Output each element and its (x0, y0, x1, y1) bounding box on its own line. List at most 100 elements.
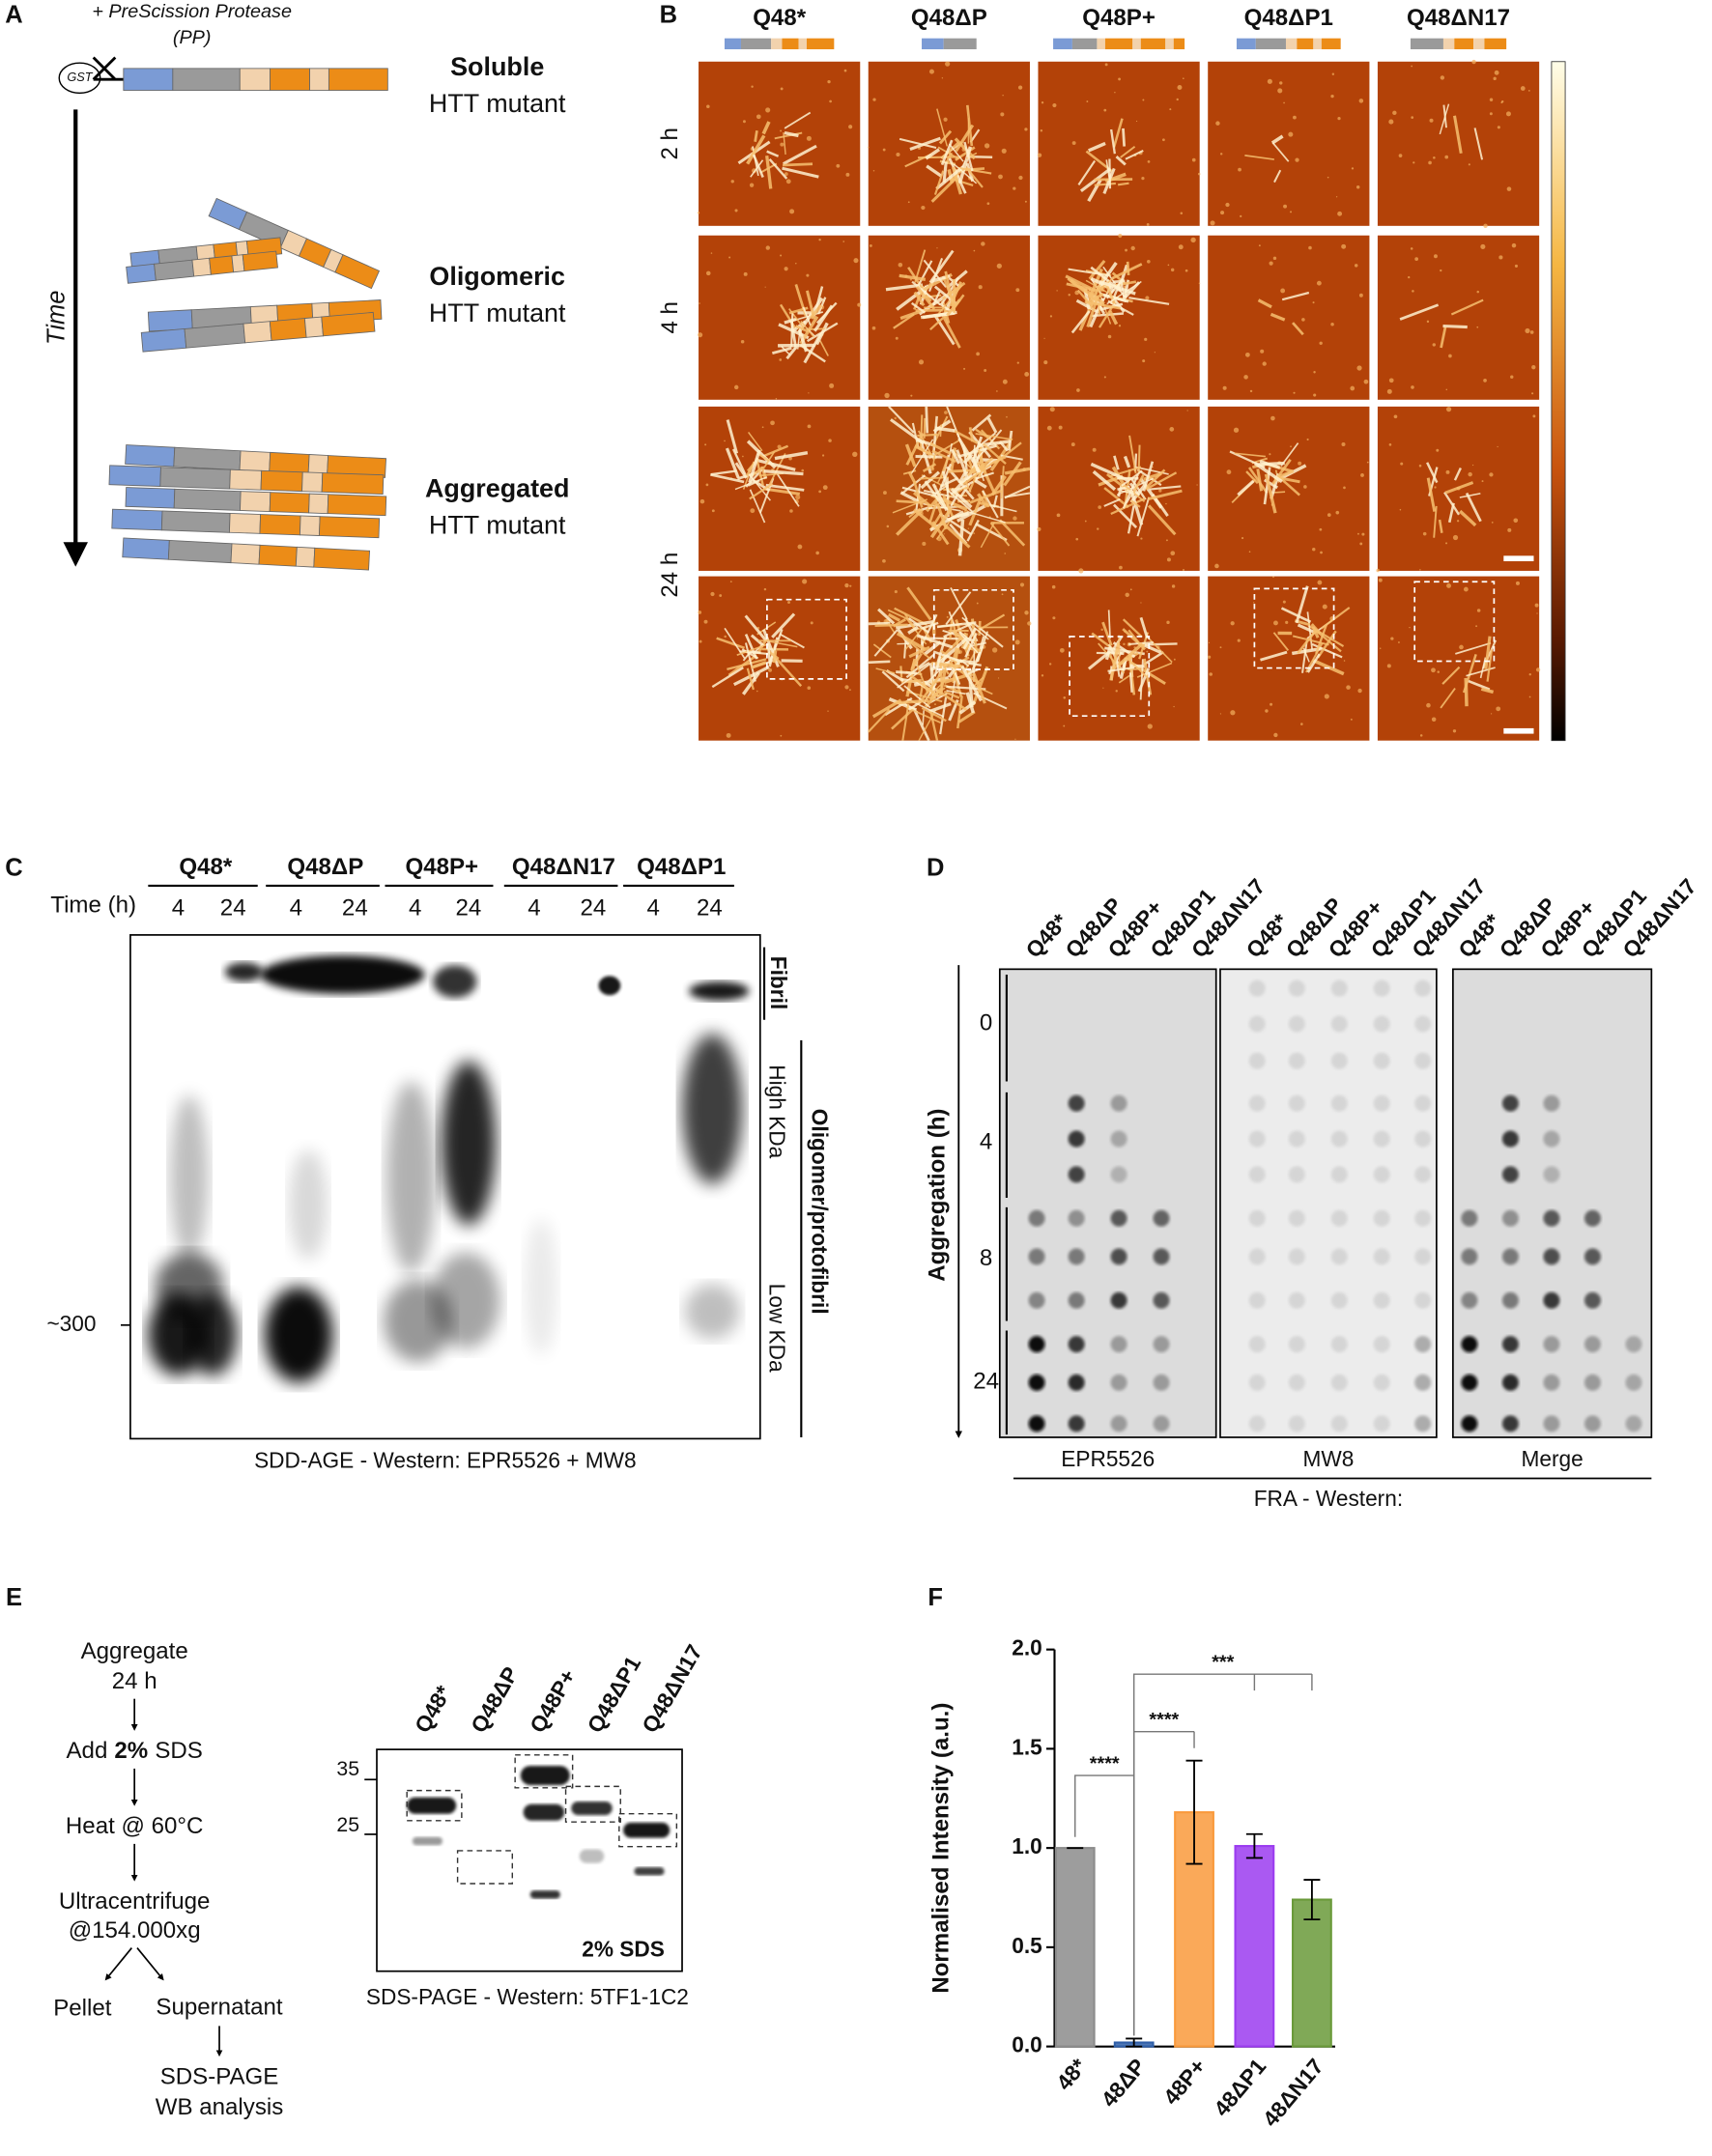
afm-speck (1071, 141, 1076, 146)
construct-bar (1313, 38, 1322, 50)
gel-band (385, 1081, 436, 1273)
afm-speck (1354, 264, 1358, 268)
afm-speck (1525, 327, 1530, 334)
afm-fibril (1122, 128, 1127, 147)
blot-dot (1110, 1209, 1127, 1227)
bar (1054, 1847, 1096, 2048)
afm-speck (1140, 537, 1143, 540)
band-box (456, 1850, 514, 1885)
construct-bar (782, 38, 799, 50)
label: Aggregate (81, 1638, 188, 1664)
afm-fibril (1128, 435, 1137, 474)
gel-band (525, 1218, 558, 1355)
label: 2% (114, 1738, 148, 1764)
afm-fibril (905, 432, 925, 466)
afm-speck (1145, 296, 1150, 300)
afm-speck (909, 278, 912, 281)
afm-speck (922, 541, 927, 547)
afm-speck (1412, 161, 1415, 164)
afm-fibril (1147, 504, 1177, 536)
afm-fibril (871, 698, 902, 719)
afm-speck (976, 602, 979, 605)
blot-dot (1330, 1248, 1348, 1265)
afm-fibril (1112, 503, 1138, 529)
afm-speck (894, 589, 898, 594)
afm-speck (1343, 486, 1346, 490)
blot-dot (1288, 1291, 1305, 1309)
afm-fibril (980, 522, 996, 549)
afm-fibril (934, 426, 956, 433)
afm-fibril (896, 670, 918, 675)
afm-fibril (1468, 679, 1491, 691)
segment (243, 321, 272, 344)
afm-fibril (872, 643, 892, 659)
afm-fibril (899, 491, 920, 503)
afm-fibril (1292, 635, 1329, 646)
afm-fibril (736, 643, 769, 656)
afm-speck (1248, 551, 1251, 553)
segment (173, 488, 242, 511)
afm-speck (1125, 248, 1127, 252)
afm-fibril (1107, 667, 1135, 672)
blot-dot (1330, 1166, 1348, 1183)
blot-dot (1068, 1094, 1085, 1112)
afm-speck (797, 544, 803, 550)
significance-label: *** (1212, 1652, 1234, 1673)
time-label: 24 (581, 894, 607, 921)
afm-speck (729, 581, 732, 583)
afm-speck (703, 619, 708, 624)
afm-speck (1419, 734, 1423, 737)
construct-header: Q48ΔN17 (1407, 5, 1510, 31)
afm-speck (1173, 705, 1175, 708)
blot-dot (1288, 1166, 1305, 1183)
afm-speck (1341, 243, 1347, 249)
gel-band (155, 1252, 224, 1321)
blot-dot (1501, 1291, 1519, 1309)
afm-fibril (1257, 298, 1272, 309)
afm-fibril (896, 508, 924, 536)
blot-dot (1501, 1130, 1519, 1148)
afm-fibril (1137, 444, 1141, 475)
afm-speck (991, 647, 998, 653)
afm-speck (780, 87, 784, 91)
afm-fibril (1292, 322, 1304, 336)
afm-speck (1270, 415, 1275, 421)
segment (239, 450, 271, 472)
afm-speck (1426, 702, 1431, 708)
blot-dot (1501, 1248, 1519, 1265)
blot-dot (1414, 1291, 1432, 1309)
afm-fibril (756, 458, 796, 471)
afm-speck (1024, 200, 1027, 203)
afm-speck (1510, 375, 1514, 379)
afm-fibril (943, 690, 960, 699)
afm-fibril (1444, 481, 1474, 495)
afm-speck (945, 61, 951, 67)
afm-speck (733, 384, 739, 390)
afm-speck (1293, 391, 1296, 394)
afm-speck (1102, 687, 1104, 689)
afm-fibril (956, 504, 985, 523)
blot-dot (1373, 1336, 1390, 1353)
afm-speck (1043, 337, 1045, 339)
scissors (92, 56, 124, 81)
afm-fibril (1103, 497, 1121, 507)
afm-speck (795, 263, 797, 265)
afm-speck (1290, 211, 1293, 213)
construct-header: Q48* (753, 5, 807, 31)
afm-speck (1419, 569, 1421, 571)
afm-fibril (1459, 493, 1481, 498)
afm-speck (1531, 392, 1534, 395)
afm-fibril (746, 667, 755, 691)
afm-speck (1335, 196, 1338, 198)
afm-speck (963, 367, 966, 370)
gel-band (407, 1797, 457, 1814)
segment (159, 467, 231, 490)
afm-speck (996, 263, 1002, 269)
afm-speck (1356, 365, 1362, 371)
blot-dot (1110, 1374, 1127, 1391)
gel-band (412, 1836, 443, 1846)
blot-dot (1414, 1015, 1432, 1033)
panel-label: C (5, 855, 22, 882)
blot-dot (1153, 1336, 1170, 1353)
afm-speck (764, 286, 766, 288)
